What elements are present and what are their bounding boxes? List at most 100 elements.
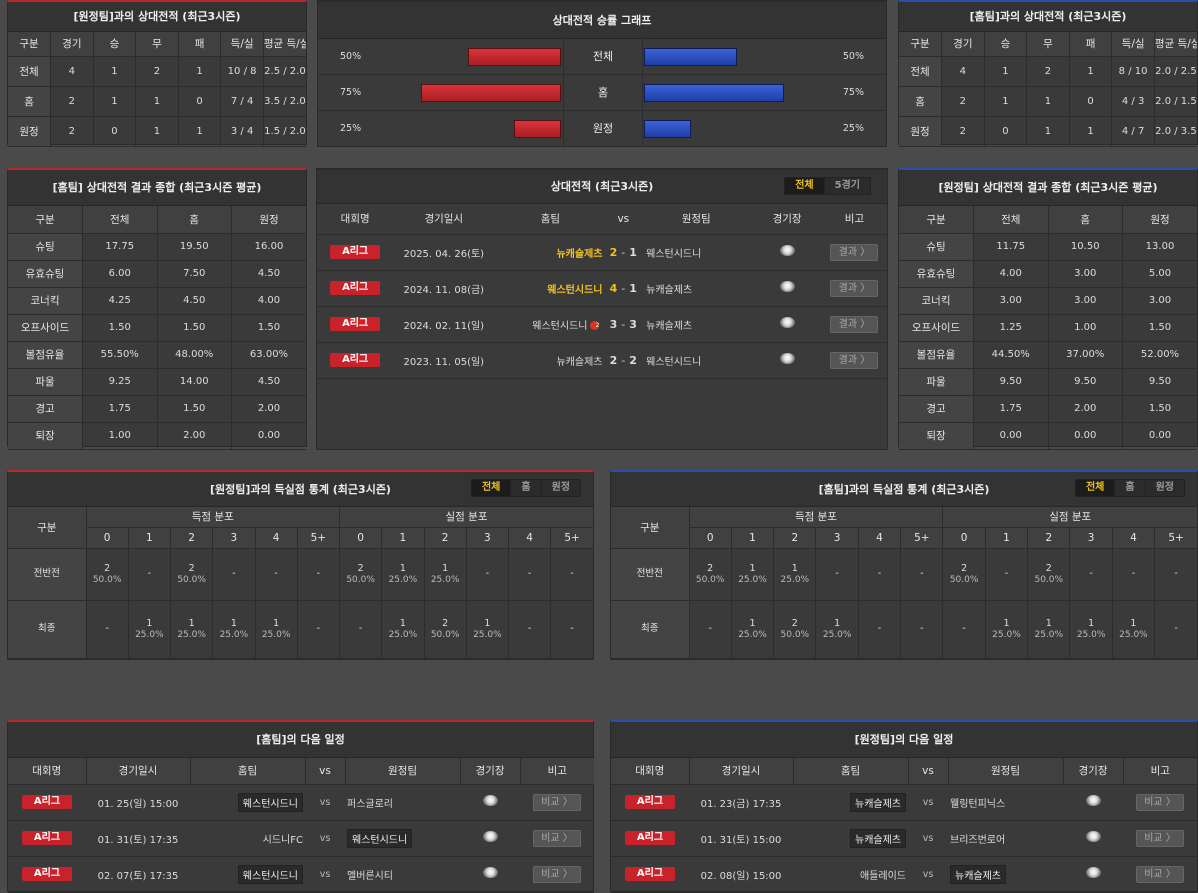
league-badge[interactable]: A리그: [625, 795, 675, 809]
away-team[interactable]: 멜버른시티: [347, 870, 393, 882]
count: -: [1089, 568, 1093, 579]
away-team[interactable]: 뉴캐슬제츠: [640, 306, 753, 343]
graph-row-label: 전체: [563, 39, 643, 75]
compare-button[interactable]: 비교 〉: [533, 865, 581, 883]
stadium-icon[interactable]: [779, 245, 795, 256]
home-team[interactable]: 뉴캐슬제츠: [556, 356, 603, 368]
league-badge[interactable]: A리그: [330, 245, 381, 259]
table-cell: 4.50: [157, 287, 232, 315]
distribution-cell: 1 25.0%: [815, 600, 859, 659]
home-team[interactable]: 시드니FC: [262, 834, 303, 846]
score-separator: -: [621, 245, 626, 259]
away-team[interactable]: 웰링턴피닉스: [950, 798, 1006, 810]
table-cell: 2.0 / 3.5: [1154, 116, 1197, 147]
table-row: 유효슈팅 6.00 7.50 4.50: [8, 260, 306, 288]
away-team[interactable]: 뉴캐슬제츠: [950, 864, 1006, 884]
league-badge[interactable]: A리그: [22, 795, 72, 809]
tab-away[interactable]: 원정: [551, 482, 570, 493]
vs-label: vs: [319, 796, 331, 808]
home-team[interactable]: 뉴캐슬제츠: [850, 792, 906, 812]
table-cell: 1: [178, 116, 222, 147]
league-badge[interactable]: A리그: [22, 831, 72, 845]
compare-button[interactable]: 비교 〉: [533, 829, 581, 847]
column-header: 패: [178, 32, 222, 57]
stadium-icon[interactable]: [1085, 831, 1101, 842]
match-date: 2025. 04. 26(토): [393, 234, 495, 271]
tab-away[interactable]: 원정: [1155, 482, 1174, 493]
table-cell: 55.50%: [82, 341, 158, 369]
tab-all[interactable]: 전체: [785, 178, 825, 194]
table-row: 경고 1.75 1.50 2.00: [8, 395, 306, 423]
table-cell: 0: [93, 116, 137, 147]
home-team[interactable]: 웨스턴시드니: [532, 320, 588, 332]
home-goals-panel: [홈팀]과의 득실점 통계 (최근3시즌) 전체 홈 원정 구분 득점 분포 실점 …: [610, 470, 1198, 660]
away-team[interactable]: 웨스턴시드니: [640, 234, 753, 271]
percentage: 25.0%: [738, 629, 767, 640]
stadium-icon[interactable]: [482, 831, 498, 842]
league-badge[interactable]: A리그: [625, 831, 675, 845]
goal-bin-header: 0: [942, 527, 986, 549]
stadium-icon[interactable]: [482, 867, 498, 878]
stadium-icon[interactable]: [482, 795, 498, 806]
table-cell: 14.00: [157, 368, 232, 396]
away-team[interactable]: 뉴캐슬제츠: [640, 270, 753, 307]
goal-bin-header: 3: [466, 527, 510, 549]
result-button[interactable]: 결과 〉: [830, 243, 879, 261]
goal-bin-header: 1: [985, 527, 1029, 549]
away-rate-label: 50%: [842, 51, 864, 62]
result-button[interactable]: 결과 〉: [830, 351, 879, 369]
home-team[interactable]: 웨스턴시드니: [237, 792, 303, 812]
tab-home[interactable]: 홈: [1115, 480, 1146, 496]
table-row: 최종 -1 25.0% 1 25.0% 1 25.0% 1 25.0% - -1 25.0% 2 50.0…: [8, 600, 593, 659]
compare-button[interactable]: 비교 〉: [1136, 865, 1184, 883]
stadium-icon[interactable]: [1085, 867, 1101, 878]
compare-button[interactable]: 비교 〉: [1136, 793, 1184, 811]
tab-home[interactable]: 홈: [511, 480, 542, 496]
home-team[interactable]: 웨스턴시드니: [547, 284, 603, 296]
league-badge[interactable]: A리그: [330, 353, 381, 367]
stadium-icon[interactable]: [779, 317, 795, 328]
tab-all[interactable]: 전체: [1075, 480, 1116, 496]
percentage: 25.0%: [738, 574, 767, 585]
league-badge[interactable]: A리그: [22, 867, 72, 881]
away-team[interactable]: 퍼스글로리: [347, 798, 393, 810]
table-row: 슈팅 11.75 10.50 13.00: [899, 233, 1197, 261]
red-card-icon: 2: [590, 321, 600, 330]
home-team[interactable]: 뉴캐슬제츠: [850, 828, 906, 848]
result-button[interactable]: 결과 〉: [830, 279, 879, 297]
tab-5-games[interactable]: 5경기: [834, 180, 860, 191]
league-badge[interactable]: A리그: [330, 317, 381, 331]
stadium-icon[interactable]: [779, 353, 795, 364]
result-button[interactable]: 결과 〉: [830, 315, 879, 333]
stadium-icon[interactable]: [779, 281, 795, 292]
stadium-icon[interactable]: [1085, 795, 1101, 806]
column-header: 구분: [899, 32, 943, 57]
vs-label: vs: [319, 868, 331, 880]
home-team[interactable]: 뉴캐슬제츠: [556, 248, 603, 260]
table-cell: 4 / 7: [1111, 116, 1155, 147]
home-team[interactable]: 웨스턴시드니: [237, 864, 303, 884]
compare-button[interactable]: 비교 〉: [1136, 829, 1184, 847]
match-date: 01. 31(토) 15:00: [689, 820, 793, 857]
league-badge[interactable]: A리그: [330, 281, 381, 295]
table-cell: 9.50: [973, 368, 1049, 396]
table-cell: 0.00: [231, 422, 306, 450]
column-header: 구분: [611, 507, 690, 549]
count: 2: [357, 562, 364, 574]
column-header: 경기: [941, 32, 985, 57]
league-badge[interactable]: A리그: [625, 867, 675, 881]
percentage: 25.0%: [473, 629, 502, 640]
away-team[interactable]: 웨스턴시드니: [640, 342, 753, 379]
table-cell: 2.00: [1048, 395, 1123, 423]
compare-button[interactable]: 비교 〉: [533, 793, 581, 811]
percentage: 50.0%: [346, 574, 375, 585]
away-team[interactable]: 웨스턴시드니: [347, 828, 413, 848]
table-row: 볼점유율 44.50% 37.00% 52.00%: [899, 341, 1197, 369]
tab-all[interactable]: 전체: [471, 480, 512, 496]
home-team[interactable]: 애들레이드: [860, 870, 906, 882]
table-cell: 0: [1069, 86, 1113, 117]
away-team[interactable]: 브리즈번로어: [950, 834, 1006, 846]
vs-label: vs: [922, 868, 934, 880]
column-header: 비고: [1123, 758, 1197, 785]
count: 1: [442, 562, 449, 574]
